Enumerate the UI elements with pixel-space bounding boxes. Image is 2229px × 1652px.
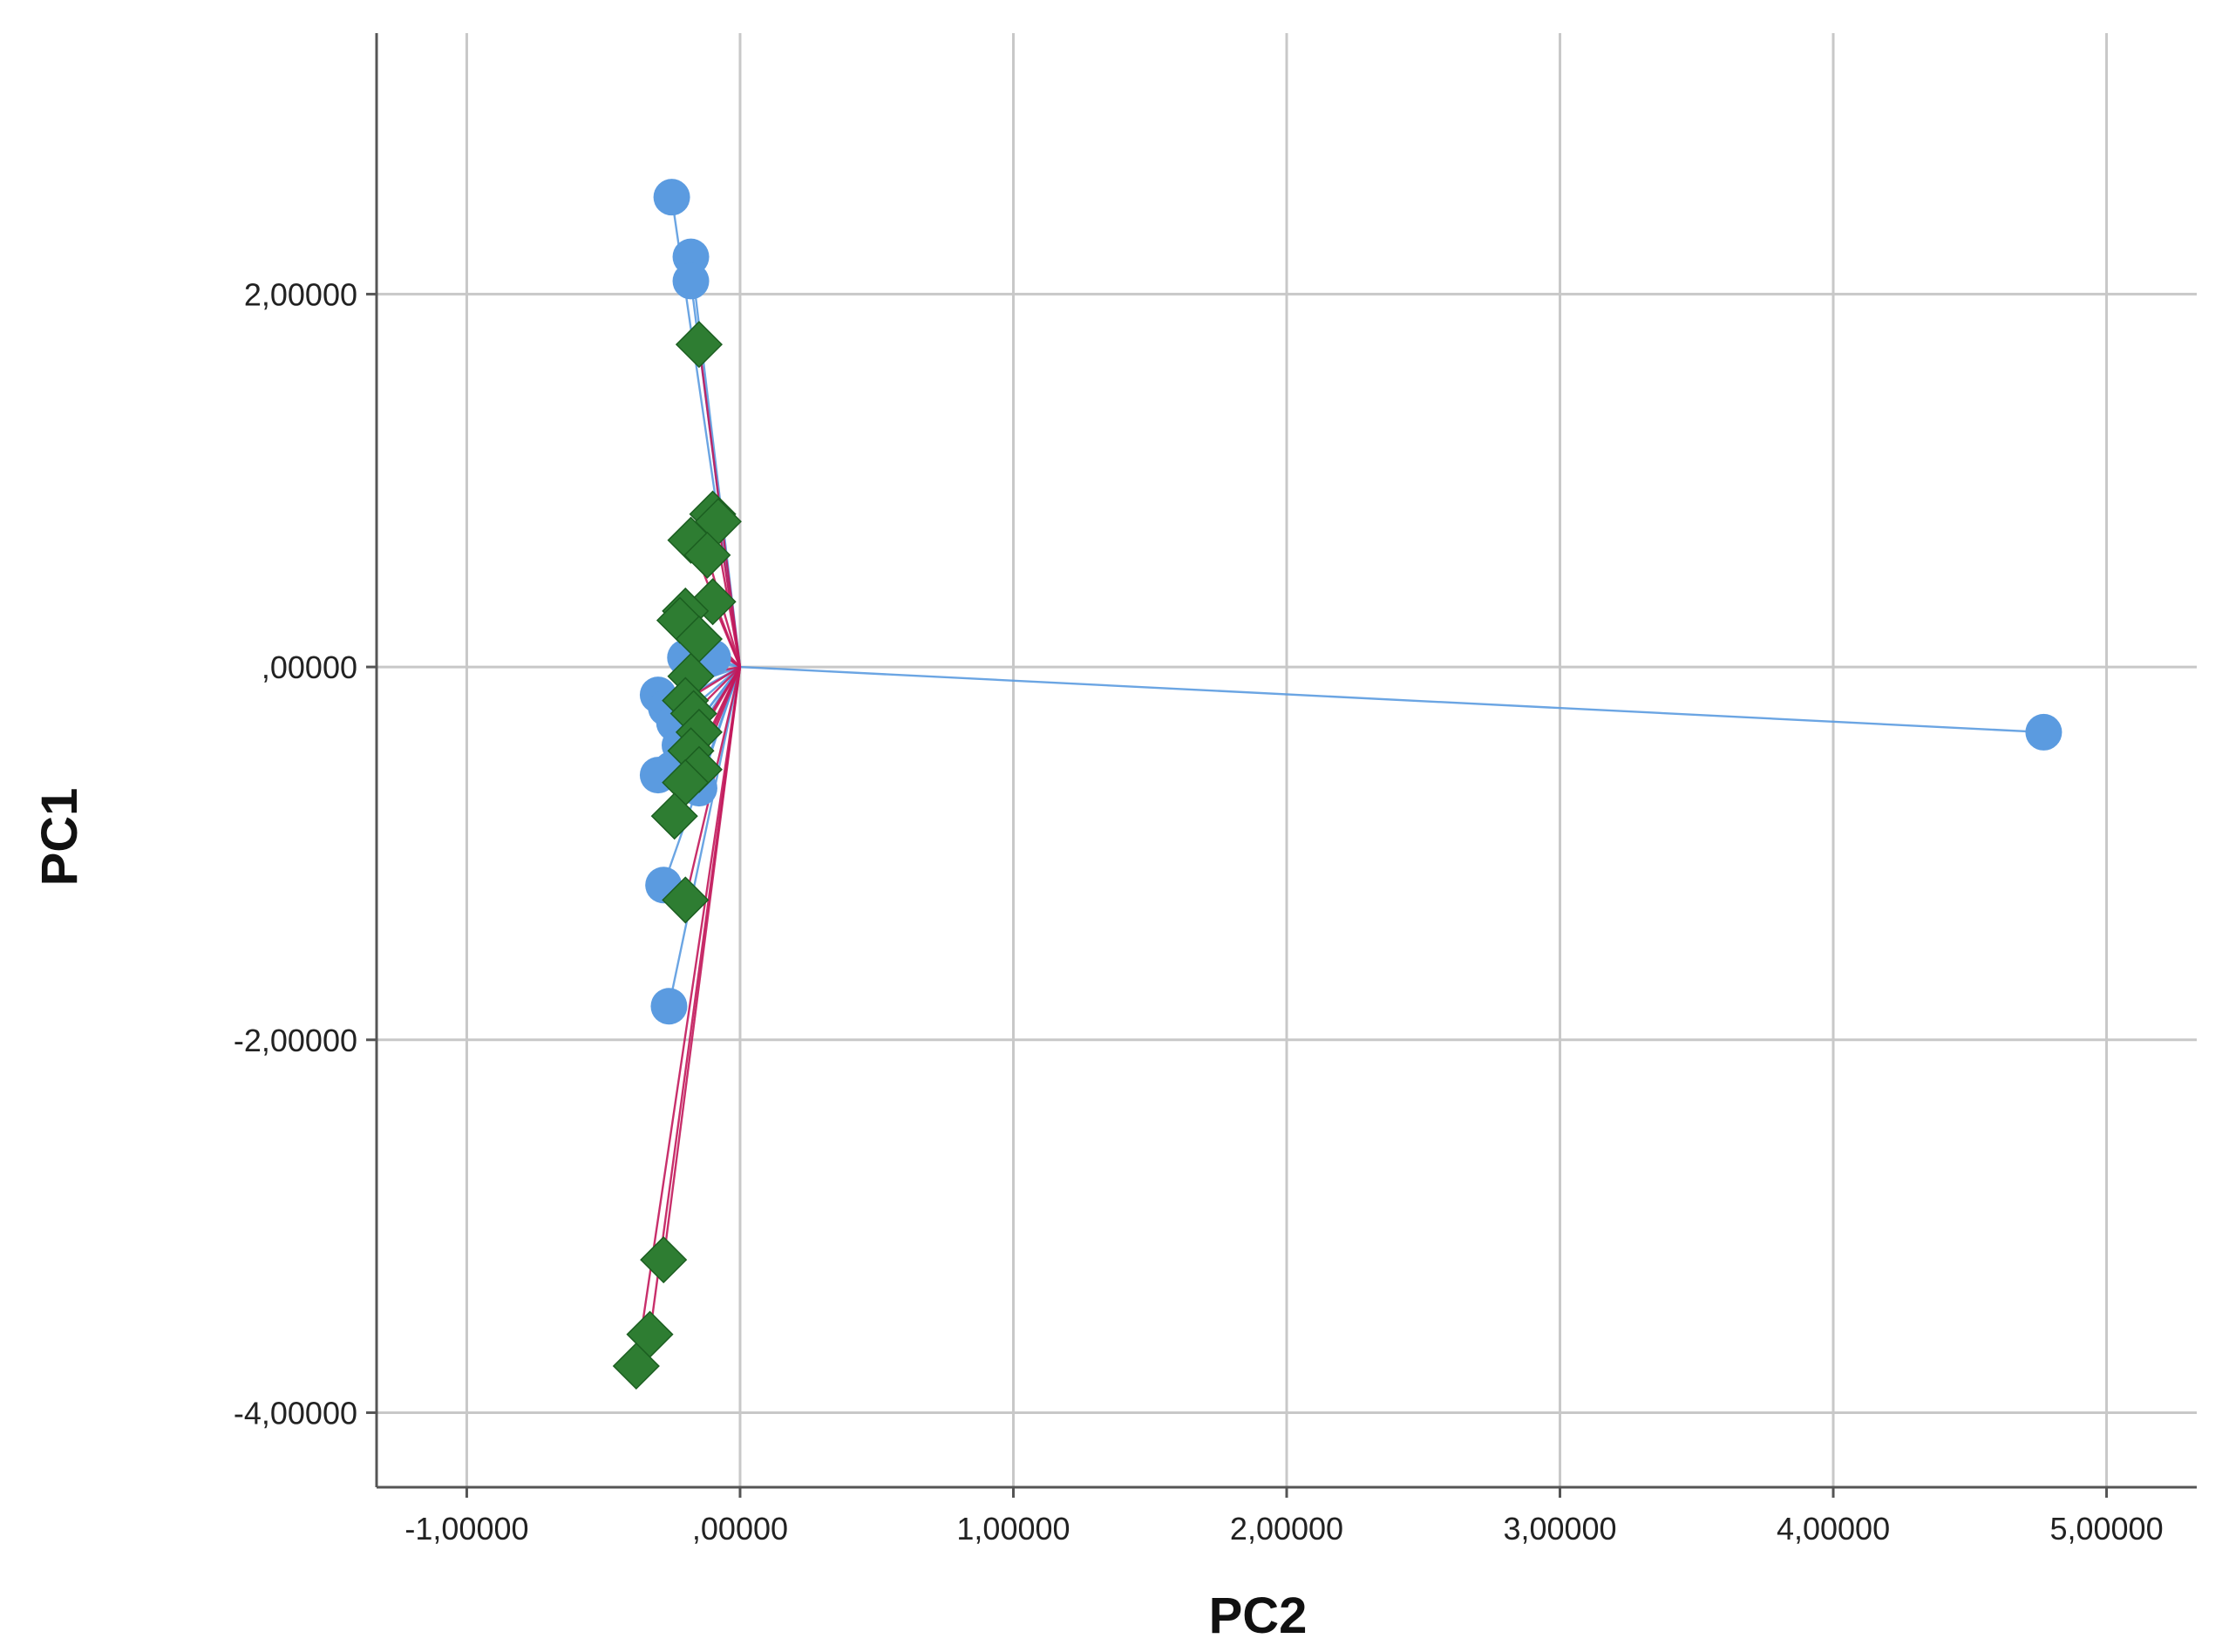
x-tick-label: -1,00000 <box>404 1511 528 1547</box>
diamond-point <box>675 321 724 369</box>
connector-line <box>717 521 742 668</box>
diamond-point <box>662 876 710 924</box>
x-tick-label: 1,00000 <box>956 1511 1070 1547</box>
data-points <box>612 179 2063 1390</box>
diamond-point <box>683 531 731 579</box>
circle-point <box>653 179 690 216</box>
axes <box>366 33 2197 1498</box>
x-tick-label: ,00000 <box>692 1511 788 1547</box>
x-tick-label: 2,00000 <box>1230 1511 1343 1547</box>
y-tick-label: ,00000 <box>262 649 357 685</box>
y-tick-label: -4,00000 <box>234 1395 357 1431</box>
y-tick-label: 2,00000 <box>244 276 357 312</box>
x-tick-label: 4,00000 <box>1777 1511 1890 1547</box>
diamond-point <box>612 1342 660 1390</box>
circle-point <box>672 262 710 300</box>
x-axis-title: PC2 <box>1209 1587 1308 1644</box>
connector-line <box>739 665 2044 734</box>
circle-point <box>2025 713 2063 751</box>
x-tick-label: 3,00000 <box>1503 1511 1616 1547</box>
diamond-point <box>650 792 698 840</box>
connector-line <box>668 666 742 1007</box>
diamond-point <box>640 1236 688 1284</box>
x-tick-label: 5,00000 <box>2049 1511 2163 1547</box>
tick-labels: -1,00000 ,00000 1,00000 2,00000 3,00000 4,000… <box>234 276 2164 1547</box>
circle-point <box>650 988 688 1025</box>
y-tick-label: -2,00000 <box>234 1023 357 1058</box>
y-axis-title: PC1 <box>31 788 88 887</box>
connector-line <box>649 666 742 1335</box>
